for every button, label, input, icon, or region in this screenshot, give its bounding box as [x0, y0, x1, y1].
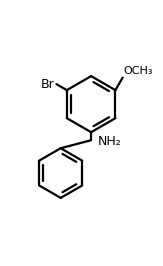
Text: NH₂: NH₂ — [97, 135, 121, 148]
Text: Br: Br — [41, 78, 55, 91]
Text: OCH₃: OCH₃ — [123, 66, 153, 76]
